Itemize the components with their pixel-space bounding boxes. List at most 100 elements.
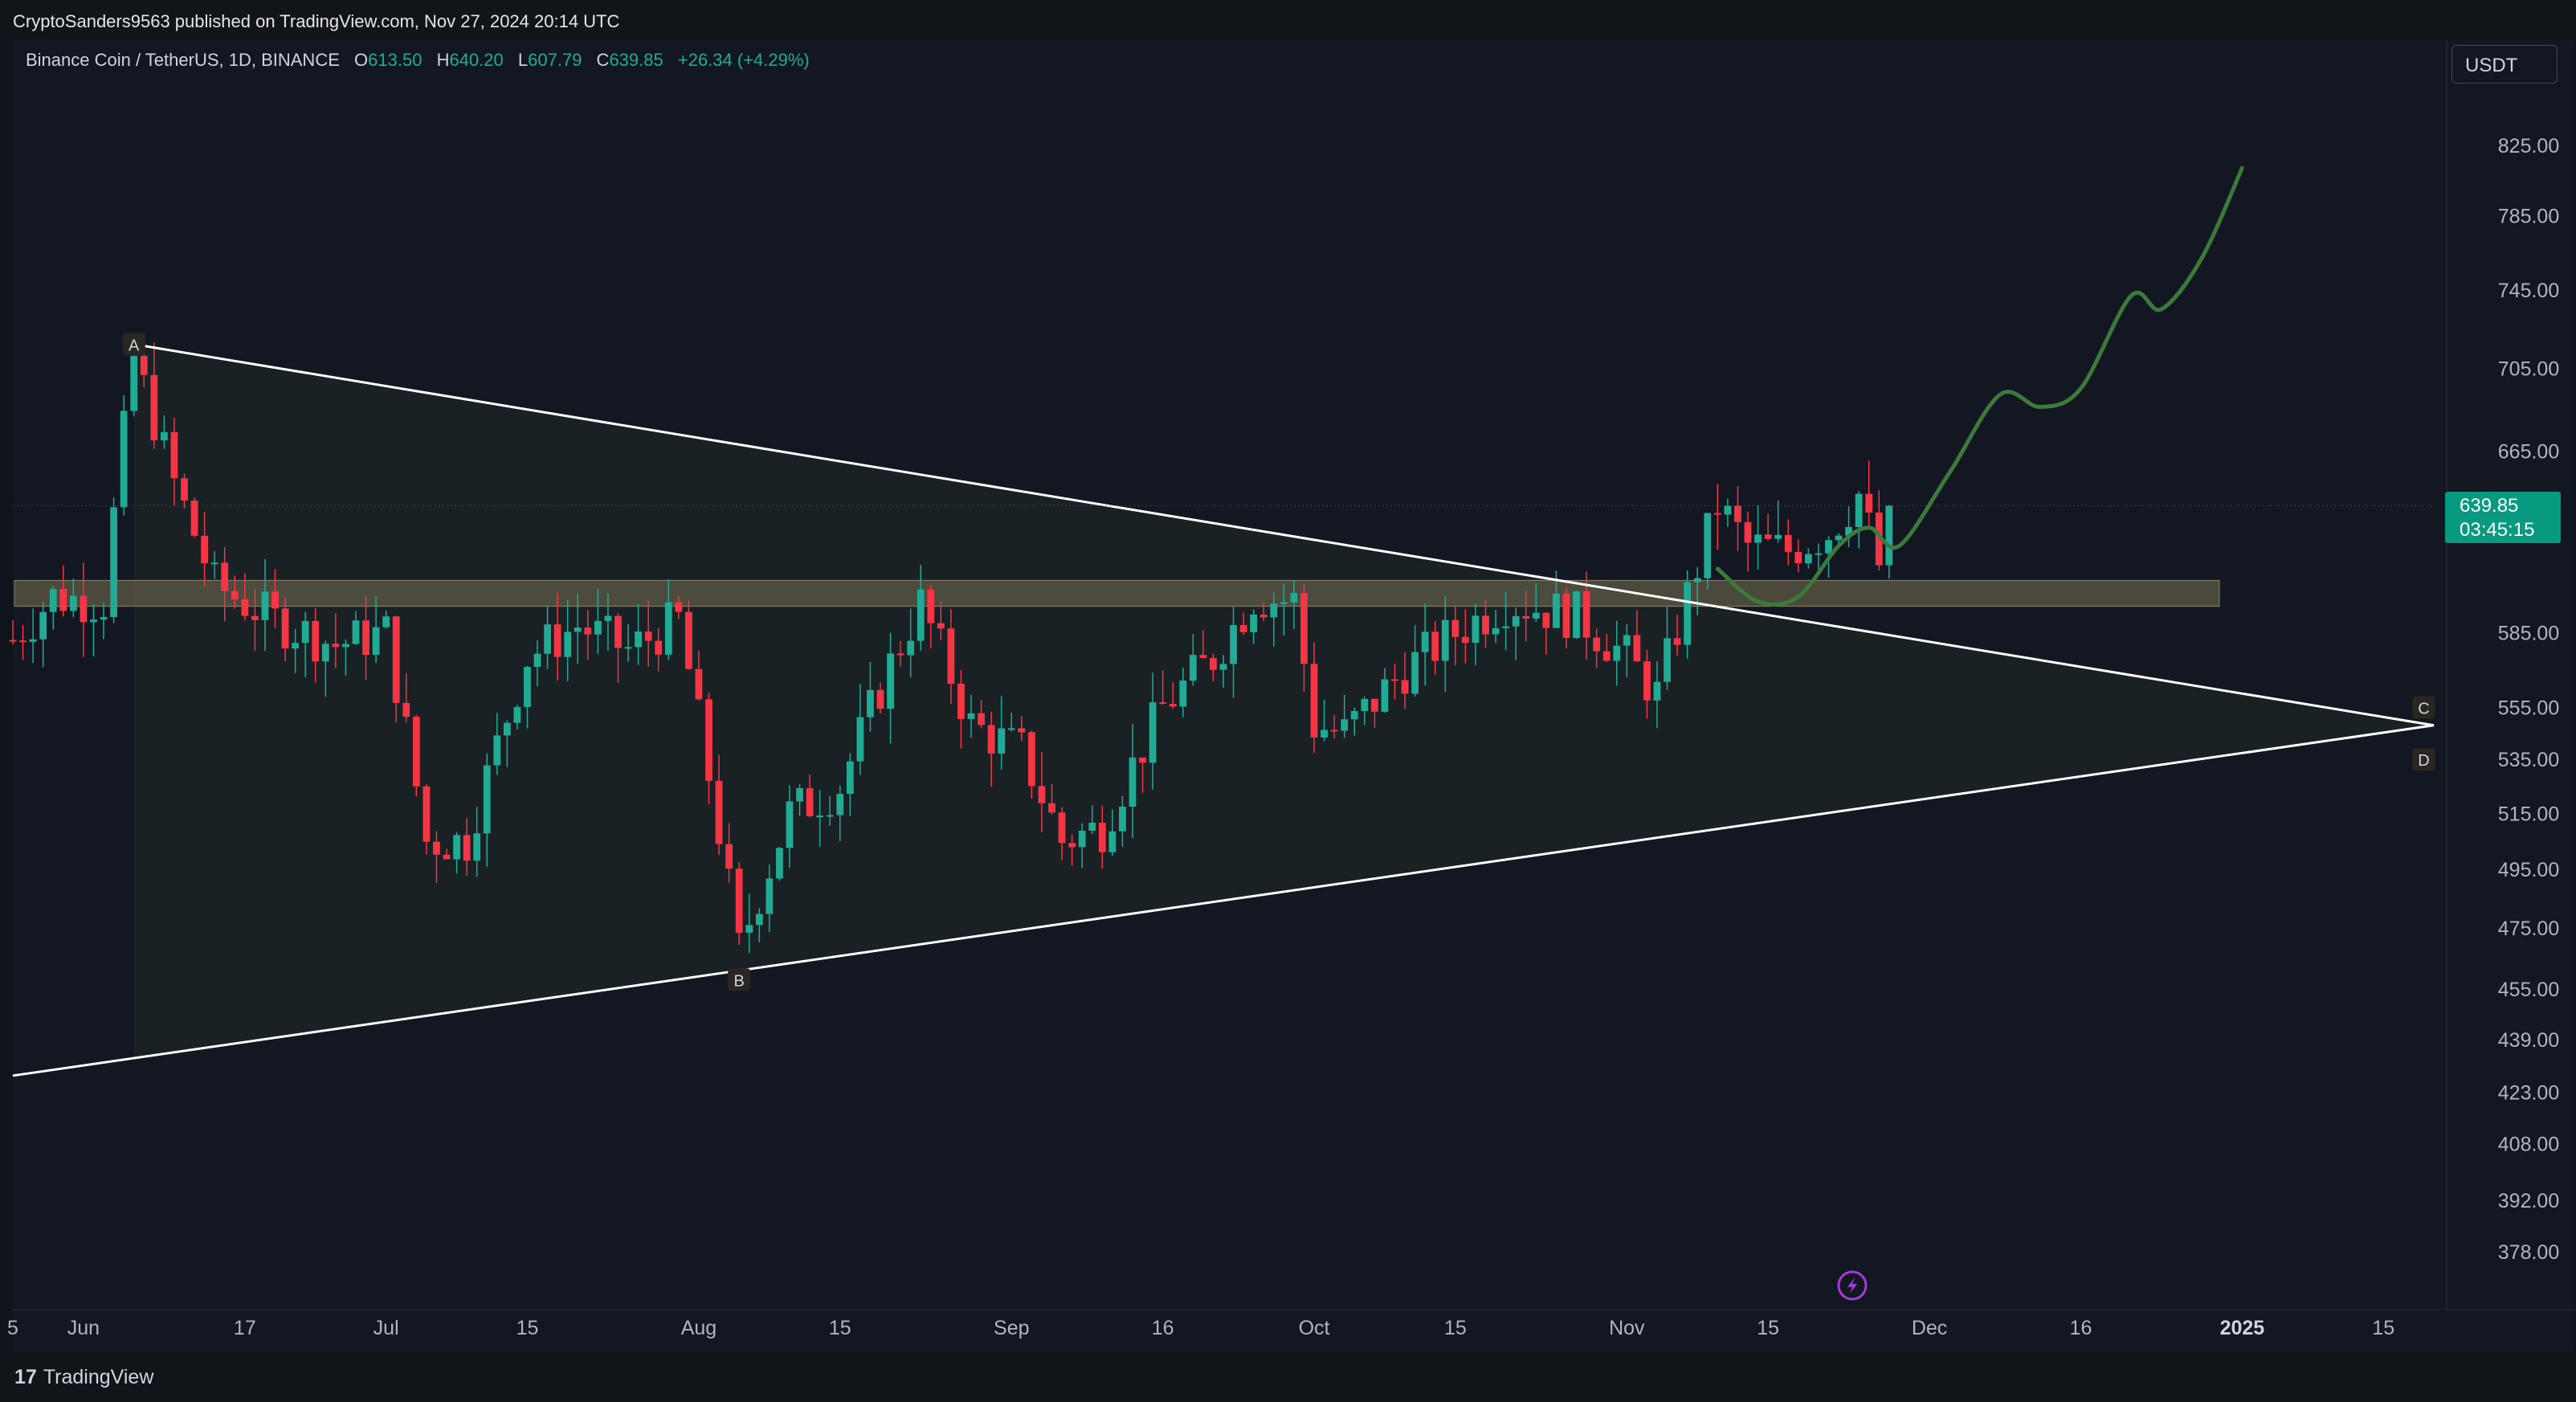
- candle-body: [1804, 554, 1812, 564]
- candle-body: [1078, 830, 1086, 848]
- annotation-a: A: [122, 333, 145, 356]
- annotation-label: D: [2418, 752, 2429, 770]
- candle-body: [473, 833, 481, 861]
- time-tick-label: 17: [234, 1317, 256, 1339]
- candle-body: [312, 620, 320, 662]
- candle-body: [1139, 757, 1146, 763]
- candle-body: [90, 619, 97, 623]
- candle-body: [1088, 822, 1096, 831]
- time-tick-label: 2025: [2220, 1317, 2265, 1339]
- annotation-badge: [2412, 748, 2435, 771]
- candle-body: [1613, 645, 1621, 661]
- low-label: L: [517, 50, 529, 70]
- candle-body: [1774, 534, 1782, 539]
- candle-body: [1643, 661, 1651, 701]
- candle-body: [917, 589, 925, 641]
- candle-body: [584, 627, 592, 635]
- candle-body: [463, 835, 471, 861]
- candle-body: [1553, 593, 1560, 628]
- time-tick-label: 16: [1152, 1317, 1174, 1339]
- open-label: O: [354, 50, 369, 70]
- price-tick-label: 378.00: [2498, 1241, 2559, 1264]
- candle-body: [533, 653, 541, 668]
- candle-body: [1482, 615, 1489, 635]
- candle-body: [755, 914, 763, 926]
- candle-body: [1391, 679, 1398, 681]
- annotation-badge: [122, 333, 145, 356]
- candle-body: [1270, 603, 1278, 618]
- candle-body: [1582, 591, 1590, 638]
- candle-body: [1250, 614, 1258, 632]
- candle-body: [1431, 632, 1439, 661]
- price-tick-label: 475.00: [2498, 918, 2559, 940]
- candle-body: [826, 815, 834, 817]
- candle-body: [402, 702, 410, 717]
- price-tick-label: 665.00: [2498, 440, 2559, 463]
- time-tick-label: Jul: [374, 1317, 399, 1339]
- price-tick-label: 439.00: [2498, 1029, 2559, 1052]
- tradingview-logo[interactable]: 17 TradingView: [14, 1366, 153, 1389]
- candle-body: [1038, 786, 1046, 803]
- candle-body: [1855, 493, 1863, 528]
- candle-body: [382, 616, 390, 627]
- candle-body: [1462, 636, 1469, 644]
- candle-body: [856, 717, 864, 762]
- candle-body: [342, 644, 349, 648]
- symbol-legend: Binance Coin / TetherUS, 1D, BINANCE O61…: [26, 50, 810, 71]
- time-tick-label: Sep: [994, 1317, 1029, 1339]
- candle-body: [604, 615, 612, 621]
- price-tick-label: 408.00: [2498, 1133, 2559, 1155]
- candle-body: [1370, 698, 1378, 712]
- candle-body: [1361, 698, 1369, 712]
- candle-body: [80, 595, 88, 623]
- candle-body: [493, 735, 501, 766]
- candle-body: [69, 595, 77, 611]
- candle-body: [1623, 635, 1631, 646]
- candle-body: [1724, 505, 1732, 515]
- candle-body: [1401, 680, 1409, 694]
- candle-body: [241, 599, 249, 616]
- candle-body: [210, 562, 218, 565]
- candle-body: [110, 507, 117, 618]
- candle-body: [1502, 626, 1510, 628]
- candle-body: [362, 620, 369, 656]
- price-tick-label: 825.00: [2498, 135, 2559, 157]
- last-price-value: 639.85: [2460, 495, 2519, 517]
- candle-body: [352, 620, 360, 644]
- candle-body: [735, 869, 743, 933]
- candle-body: [281, 608, 289, 649]
- time-axis: 5 Jun 17 Jul 15 Aug 15 Sep 16 Oct 15 Nov 15 Dec 16 2025…: [7, 1317, 2394, 1339]
- candle-body: [29, 639, 37, 642]
- candle-body: [9, 640, 17, 642]
- currency-button[interactable]: USDT: [2451, 45, 2558, 84]
- candle-body: [201, 535, 209, 564]
- price-tick-label: 555.00: [2498, 697, 2559, 719]
- price-axis: 378.00 392.00 408.00 423.00 439.00 455.00 475.…: [2498, 135, 2559, 1264]
- time-tick-label: 5: [7, 1317, 18, 1339]
- candle-body: [876, 689, 884, 709]
- candle-body: [896, 653, 904, 656]
- candle-body: [524, 667, 531, 708]
- lightning-icon[interactable]: [1837, 1270, 1868, 1301]
- candle-body: [1179, 681, 1187, 707]
- candle-body: [1673, 638, 1681, 645]
- candle-body: [170, 431, 178, 479]
- candle-body: [271, 591, 279, 609]
- candle-body: [1411, 652, 1419, 694]
- candle-body: [796, 787, 803, 802]
- candle-body: [1815, 553, 1823, 555]
- candle-body: [1704, 513, 1712, 578]
- candle-body: [967, 713, 975, 719]
- candle-body: [695, 668, 703, 700]
- candle-body: [937, 623, 945, 629]
- annotation-b: B: [728, 968, 751, 991]
- price-tick-label: 745.00: [2498, 280, 2559, 302]
- time-tick-label: Nov: [1609, 1317, 1645, 1339]
- candle-body: [261, 591, 269, 620]
- candle-body: [1653, 681, 1661, 701]
- candle-body: [644, 632, 652, 641]
- time-tick-label: 15: [1757, 1317, 1779, 1339]
- candle-body: [685, 611, 692, 669]
- annotation-badge: [728, 968, 751, 991]
